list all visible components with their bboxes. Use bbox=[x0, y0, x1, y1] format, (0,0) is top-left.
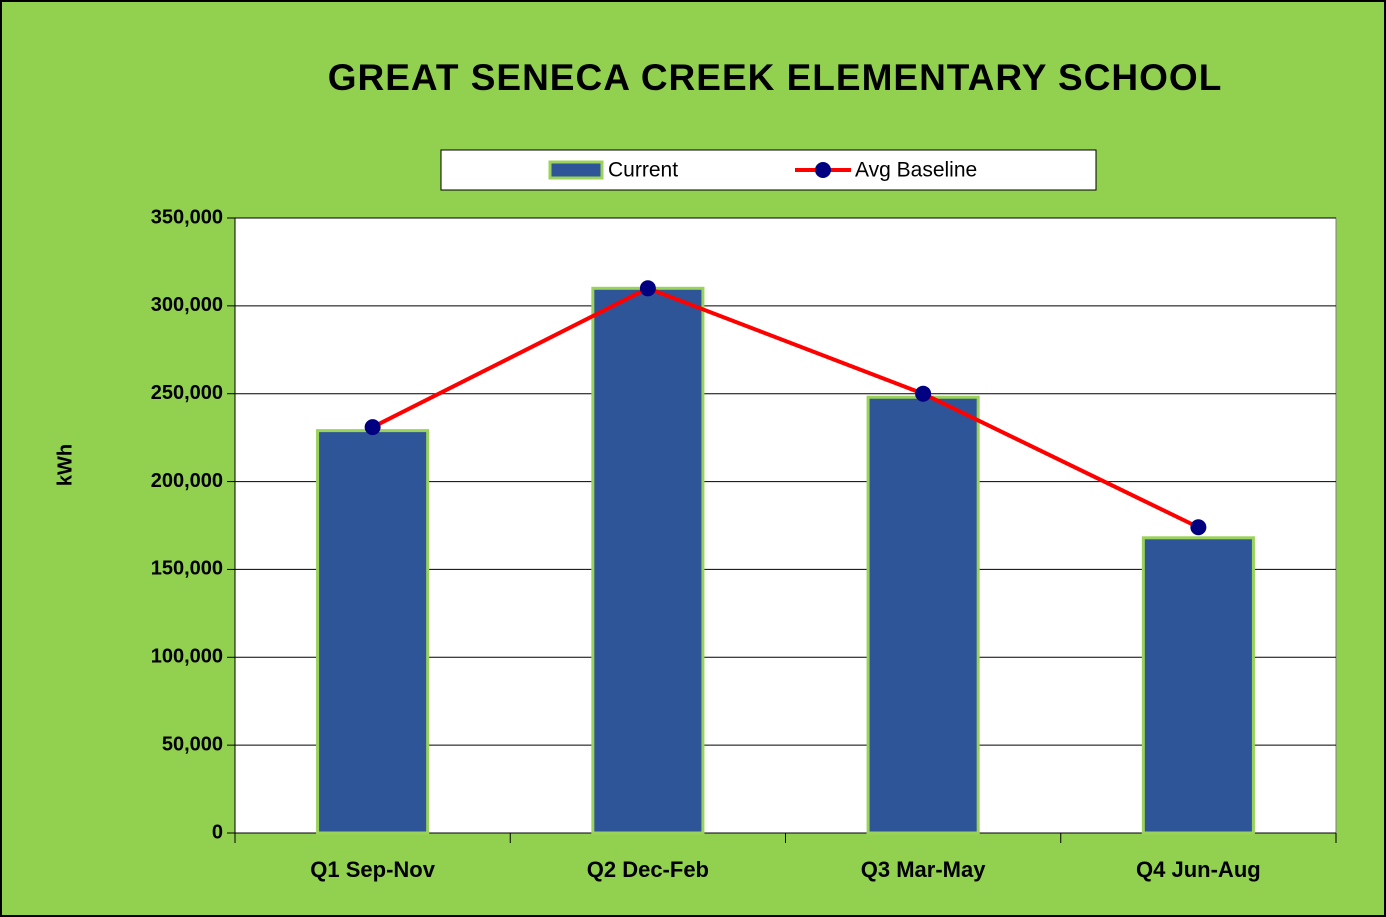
legend-label: Current bbox=[608, 159, 678, 182]
chart-title: GREAT SENECA CREEK ELEMENTARY SCHOOL bbox=[328, 57, 1223, 98]
line bbox=[371, 286, 1200, 530]
x-tick-label: Q2 Dec-Feb bbox=[587, 857, 709, 882]
y-tick-label: 100,000 bbox=[151, 646, 223, 668]
bar bbox=[866, 395, 980, 835]
marker bbox=[364, 419, 381, 436]
y-tick-label: 350,000 bbox=[151, 206, 223, 228]
marker bbox=[915, 385, 932, 402]
y-axis-label: kWh bbox=[54, 444, 76, 486]
x-tick-label: Q1 Sep-Nov bbox=[310, 857, 435, 882]
y-tick-label: 0 bbox=[212, 821, 223, 843]
marker bbox=[639, 280, 656, 297]
y-tick-label: 200,000 bbox=[151, 470, 223, 492]
y-tick-label: 150,000 bbox=[151, 558, 223, 580]
legend-label: Avg Baseline bbox=[855, 159, 977, 182]
bar bbox=[1141, 536, 1255, 835]
legend-swatch bbox=[548, 160, 604, 180]
y-tick-label: 50,000 bbox=[162, 733, 223, 755]
x-tick-label: Q4 Jun-Aug bbox=[1136, 857, 1261, 882]
legend-marker bbox=[815, 162, 831, 178]
marker bbox=[1190, 519, 1207, 536]
y-tick-label: 300,000 bbox=[151, 294, 223, 316]
legend bbox=[440, 149, 1097, 191]
bar bbox=[591, 286, 705, 835]
x-tick-label: Q3 Mar-May bbox=[861, 857, 986, 882]
y-tick-label: 250,000 bbox=[151, 382, 223, 404]
bar bbox=[316, 429, 430, 835]
